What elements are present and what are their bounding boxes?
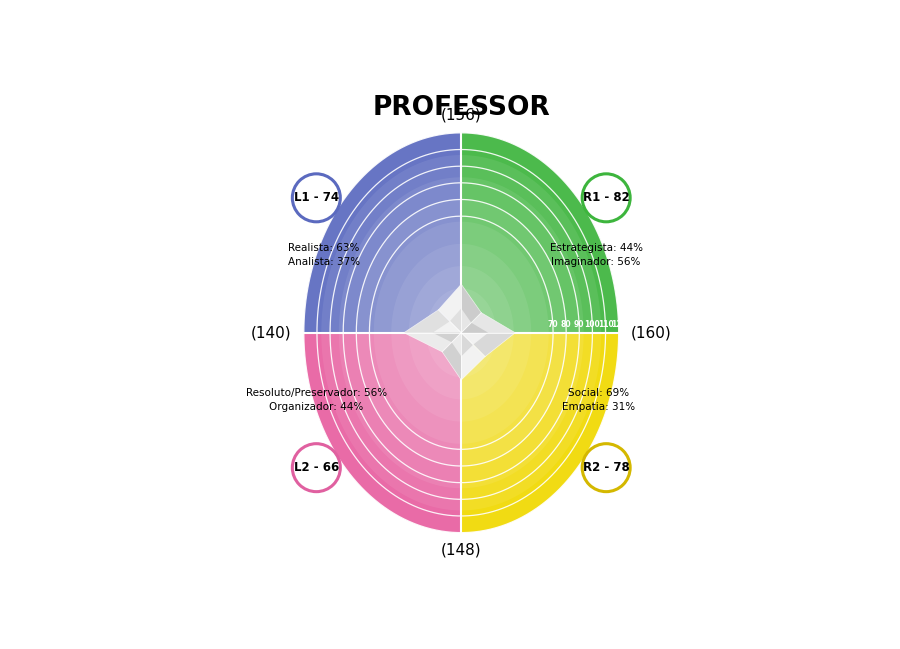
Text: (140): (140) [251, 325, 292, 340]
Polygon shape [452, 333, 461, 356]
Polygon shape [461, 308, 472, 333]
Text: (148): (148) [441, 543, 482, 557]
Text: (156): (156) [441, 108, 482, 123]
Text: Realista: 63%
Analista: 37%: Realista: 63% Analista: 37% [288, 243, 360, 267]
Text: Resoluto/Preservador: 56%
Organizador: 44%: Resoluto/Preservador: 56% Organizador: 4… [246, 388, 387, 412]
Polygon shape [461, 333, 515, 356]
Polygon shape [427, 288, 496, 377]
Polygon shape [304, 333, 461, 533]
Polygon shape [461, 333, 473, 356]
Polygon shape [461, 333, 485, 380]
Polygon shape [461, 333, 488, 345]
Text: (160): (160) [631, 325, 672, 340]
Polygon shape [444, 310, 479, 355]
Polygon shape [304, 133, 461, 333]
Polygon shape [438, 284, 461, 333]
Polygon shape [461, 313, 515, 333]
Text: 90: 90 [574, 320, 585, 329]
Polygon shape [450, 308, 461, 333]
Circle shape [583, 445, 629, 491]
Polygon shape [321, 155, 601, 510]
Text: 100: 100 [585, 320, 600, 329]
Polygon shape [461, 333, 618, 533]
Text: L2 - 66: L2 - 66 [293, 461, 339, 474]
Text: L1 - 74: L1 - 74 [293, 191, 339, 204]
Polygon shape [409, 266, 514, 399]
Text: 110: 110 [598, 320, 614, 329]
Polygon shape [442, 333, 461, 380]
Text: 80: 80 [561, 320, 572, 329]
Polygon shape [338, 177, 584, 488]
Polygon shape [461, 133, 618, 333]
Text: PROFESSOR: PROFESSOR [373, 95, 550, 121]
Circle shape [583, 175, 629, 221]
Text: 70: 70 [548, 320, 558, 329]
Circle shape [293, 445, 339, 491]
Polygon shape [404, 310, 461, 333]
Polygon shape [433, 321, 461, 333]
Polygon shape [356, 199, 566, 466]
Polygon shape [404, 333, 461, 352]
Polygon shape [374, 222, 549, 444]
Polygon shape [461, 284, 482, 333]
Text: Social: 69%
Empatia: 31%: Social: 69% Empatia: 31% [562, 388, 635, 412]
Polygon shape [461, 323, 488, 333]
Polygon shape [304, 133, 618, 533]
Circle shape [293, 175, 339, 221]
Text: R1 - 82: R1 - 82 [583, 191, 629, 204]
Text: R2 - 78: R2 - 78 [583, 461, 629, 474]
Polygon shape [392, 244, 531, 422]
Polygon shape [433, 333, 461, 342]
Text: Estrategista: 44%
Imaginador: 56%: Estrategista: 44% Imaginador: 56% [550, 243, 643, 267]
Text: 120: 120 [611, 320, 626, 329]
